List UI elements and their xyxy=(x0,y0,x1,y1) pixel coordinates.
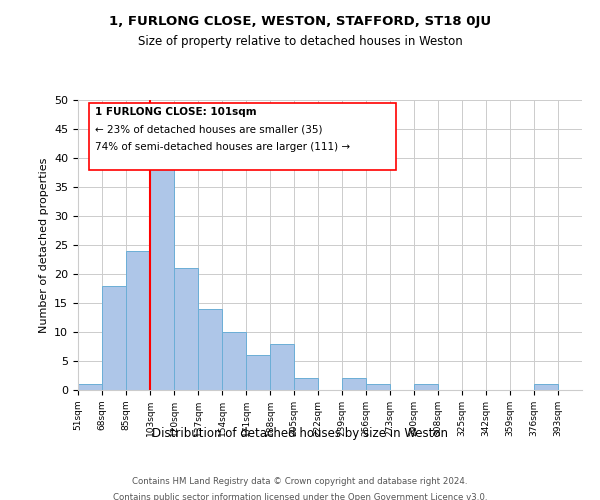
Text: Contains HM Land Registry data © Crown copyright and database right 2024.: Contains HM Land Registry data © Crown c… xyxy=(132,478,468,486)
Text: 1, FURLONG CLOSE, WESTON, STAFFORD, ST18 0JU: 1, FURLONG CLOSE, WESTON, STAFFORD, ST18… xyxy=(109,15,491,28)
Text: ← 23% of detached houses are smaller (35): ← 23% of detached houses are smaller (35… xyxy=(95,124,322,134)
Bar xyxy=(270,344,294,390)
Bar xyxy=(78,384,102,390)
Text: 74% of semi-detached houses are larger (111) →: 74% of semi-detached houses are larger (… xyxy=(95,142,350,152)
Bar xyxy=(174,268,198,390)
Bar xyxy=(126,251,150,390)
Bar xyxy=(534,384,558,390)
Bar xyxy=(150,158,174,390)
Bar xyxy=(342,378,366,390)
Bar xyxy=(294,378,318,390)
Bar xyxy=(414,384,438,390)
Bar xyxy=(102,286,126,390)
Text: Contains public sector information licensed under the Open Government Licence v3: Contains public sector information licen… xyxy=(113,492,487,500)
Bar xyxy=(222,332,246,390)
Text: Size of property relative to detached houses in Weston: Size of property relative to detached ho… xyxy=(137,35,463,48)
Bar xyxy=(246,355,270,390)
Y-axis label: Number of detached properties: Number of detached properties xyxy=(38,158,49,332)
Bar xyxy=(366,384,390,390)
FancyBboxPatch shape xyxy=(89,103,396,170)
Bar xyxy=(198,309,222,390)
Text: 1 FURLONG CLOSE: 101sqm: 1 FURLONG CLOSE: 101sqm xyxy=(95,107,256,117)
Text: Distribution of detached houses by size in Weston: Distribution of detached houses by size … xyxy=(152,428,448,440)
